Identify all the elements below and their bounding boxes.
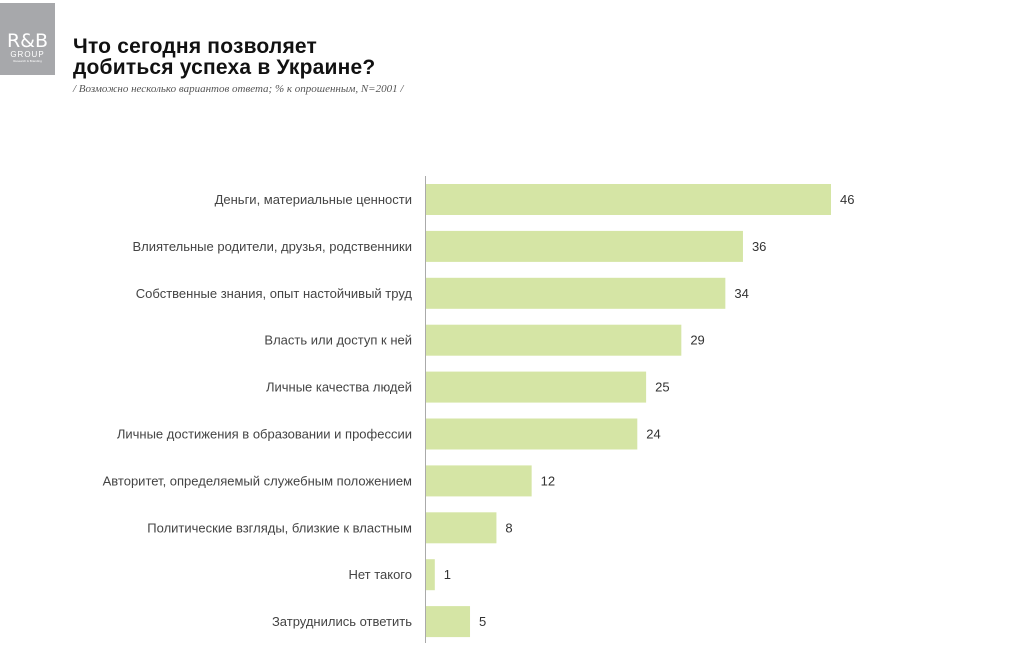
chart-title-line-1: Что сегодня позволяет	[73, 35, 317, 58]
bar-2	[426, 277, 726, 309]
value-label-0: 46	[840, 192, 854, 207]
value-label-3: 29	[690, 333, 704, 348]
bar-6	[426, 465, 532, 497]
value-label-4: 25	[655, 380, 669, 395]
chart-title-line-2: добиться успеха в Украине?	[73, 56, 376, 79]
category-label-3: Власть или доступ к ней	[264, 333, 412, 348]
logo-main-text: R&B	[6, 30, 49, 52]
bar-5	[426, 418, 638, 450]
value-label-2: 34	[734, 286, 748, 301]
category-label-7: Политические взгляды, близкие к властным	[147, 520, 412, 535]
category-label-9: Затруднились ответить	[272, 614, 412, 629]
category-label-2: Собственные знания, опыт настойчивый тру…	[136, 286, 413, 301]
chart-title: Что сегодня позволяет добиться успеха в …	[73, 36, 375, 78]
category-label-4: Личные качества людей	[266, 380, 412, 395]
value-label-5: 24	[646, 427, 660, 442]
category-label-5: Личные достижения в образовании и профес…	[117, 427, 412, 442]
category-label-6: Авторитет, определяемый служебным положе…	[103, 473, 412, 488]
category-label-1: Влиятельные родители, друзья, родственни…	[132, 239, 412, 254]
bar-3	[426, 324, 682, 356]
value-label-7: 8	[505, 520, 512, 535]
bar-9	[426, 606, 471, 638]
category-label-0: Деньги, материальные ценности	[215, 192, 412, 207]
logo-sub-text: Research & Branding	[13, 59, 42, 63]
value-label-9: 5	[479, 614, 486, 629]
logo-group-text: GROUP	[10, 50, 45, 59]
category-label-8: Нет такого	[348, 567, 412, 582]
chart-subtitle: / Возможно несколько вариантов ответа; %…	[73, 83, 404, 95]
rb-group-logo: R&B GROUP Research & Branding	[0, 3, 55, 75]
bar-7	[426, 512, 497, 544]
bar-8	[426, 559, 435, 591]
bar-0	[426, 184, 831, 215]
bar-4	[426, 371, 647, 403]
value-label-1: 36	[752, 239, 766, 254]
bar-1	[426, 230, 743, 262]
value-label-8: 1	[444, 567, 451, 582]
value-label-6: 12	[541, 473, 555, 488]
